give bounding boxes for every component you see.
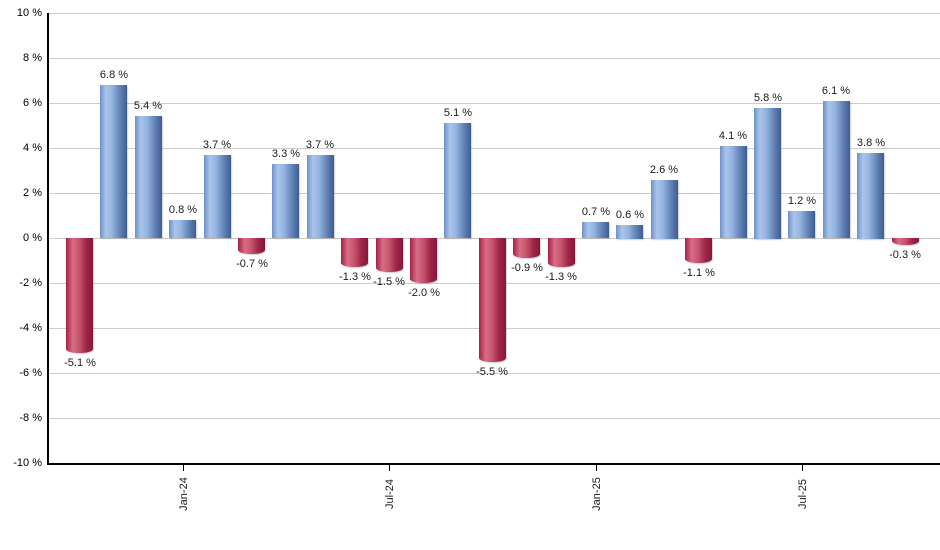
bar-value-label: 6.1 %: [821, 85, 851, 97]
bar-value-label: -2.0 %: [408, 287, 440, 299]
bar-value-label: 5.8 %: [753, 92, 783, 104]
gridline: [47, 373, 940, 374]
bar: [66, 238, 93, 353]
bar-value-label: -1.3 %: [339, 271, 371, 283]
bar: [376, 238, 403, 272]
gridline: [47, 148, 940, 149]
bar-value-label: 3.3 %: [271, 148, 301, 160]
bar-value-label: -5.1 %: [64, 357, 96, 369]
y-axis-label: 10 %: [16, 7, 42, 19]
x-axis-label: Jan-25: [591, 477, 603, 511]
bar-value-label: 3.7 %: [305, 139, 335, 151]
x-axis-tick: [596, 465, 597, 471]
bar: [238, 238, 265, 254]
gridline: [47, 418, 940, 419]
bar: [135, 116, 162, 238]
bar: [513, 238, 540, 258]
x-axis-tick: [802, 465, 803, 471]
bar: [444, 123, 471, 238]
bar: [341, 238, 368, 267]
y-axis-label: -6 %: [19, 367, 42, 379]
y-axis-line: [47, 13, 49, 465]
bar: [204, 155, 231, 238]
bar: [754, 108, 781, 239]
bar: [616, 225, 643, 239]
x-axis-tick: [183, 465, 184, 471]
bar: [410, 238, 437, 283]
y-axis-label: 2 %: [23, 187, 42, 199]
bar-value-label: 5.4 %: [133, 100, 163, 112]
bar: [788, 211, 815, 238]
x-axis-tick: [389, 465, 390, 471]
bar-value-label: -1.5 %: [373, 276, 405, 288]
bar: [720, 146, 747, 238]
y-axis-label: -2 %: [19, 277, 42, 289]
bar-value-label: -0.3 %: [889, 249, 921, 261]
bar-value-label: 5.1 %: [443, 107, 473, 119]
bar: [823, 101, 850, 238]
y-axis-label: 8 %: [23, 52, 42, 64]
gridline: [47, 13, 940, 14]
bar-value-label: 4.1 %: [718, 130, 748, 142]
bar-value-label: 1.2 %: [787, 195, 817, 207]
bar: [857, 153, 884, 239]
bar-value-label: 0.6 %: [615, 209, 645, 221]
bar-value-label: 3.8 %: [856, 137, 886, 149]
bar: [307, 155, 334, 238]
y-axis-label: 6 %: [23, 97, 42, 109]
bar: [892, 238, 919, 245]
bar-value-label: -0.9 %: [511, 262, 543, 274]
gridline: [47, 58, 940, 59]
bar: [272, 164, 299, 238]
x-axis-label: Jul-24: [384, 479, 396, 509]
y-axis-label: -4 %: [19, 322, 42, 334]
bar-value-label: 2.6 %: [649, 164, 679, 176]
gridline: [47, 193, 940, 194]
x-axis-line: [47, 463, 940, 465]
bar-value-label: -0.7 %: [236, 258, 268, 270]
y-axis-label: -10 %: [13, 457, 42, 469]
bar-value-label: -1.1 %: [683, 267, 715, 279]
bar-value-label: 3.7 %: [202, 139, 232, 151]
bar: [100, 85, 127, 238]
bar: [685, 238, 712, 263]
bar-value-label: -1.3 %: [545, 271, 577, 283]
bar: [169, 220, 196, 238]
y-axis-label: 0 %: [23, 232, 42, 244]
y-axis-label: 4 %: [23, 142, 42, 154]
bar: [479, 238, 506, 362]
y-axis-label: -8 %: [19, 412, 42, 424]
bar: [651, 180, 678, 239]
bar: [582, 222, 609, 238]
x-axis-label: Jul-25: [797, 479, 809, 509]
bar: [548, 238, 575, 267]
bar-value-label: 6.8 %: [99, 69, 129, 81]
bar-value-label: -5.5 %: [476, 366, 508, 378]
gridline: [47, 103, 940, 104]
bar-value-label: 0.7 %: [581, 206, 611, 218]
x-axis-label: Jan-24: [178, 477, 190, 511]
bar-value-label: 0.8 %: [168, 204, 198, 216]
